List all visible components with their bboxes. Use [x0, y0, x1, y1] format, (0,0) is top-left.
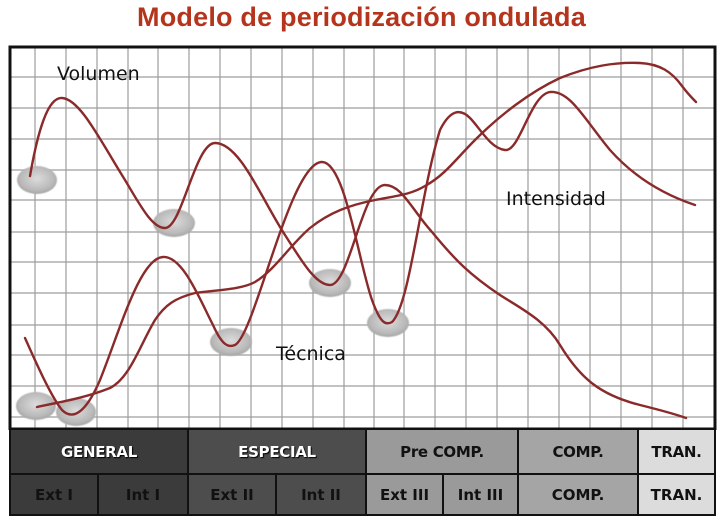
marker-dot — [16, 392, 56, 420]
curve-volumen — [28, 96, 688, 420]
phase-comp: COMP. — [519, 430, 639, 473]
phase-tran: TRAN. — [639, 430, 714, 473]
chart-title: Modelo de periodización ondulada — [137, 2, 586, 32]
phase-table: GENERAL ESPECIAL Pre COMP. COMP. TRAN. E… — [9, 428, 716, 516]
periodization-chart: Volumen Técnica Intensidad — [8, 45, 717, 430]
phase-pre-comp: Pre COMP. — [367, 430, 519, 473]
phase-especial: ESPECIAL — [189, 430, 367, 473]
phase-row-micro: Ext I Int I Ext II Int II Ext III Int II… — [11, 475, 714, 514]
subphase-int-2: Int II — [277, 475, 367, 514]
subphase-ext-1: Ext I — [11, 475, 99, 514]
label-intensidad: Intensidad — [506, 188, 606, 210]
subphase-int-3: Int III — [444, 475, 519, 514]
label-tecnica: Técnica — [275, 343, 346, 365]
grid — [10, 47, 715, 429]
curve-intensidad — [35, 61, 698, 409]
phase-general: GENERAL — [11, 430, 189, 473]
subphase-int-1: Int I — [99, 475, 189, 514]
subphase-comp: COMP. — [519, 475, 639, 514]
phase-row-macro: GENERAL ESPECIAL Pre COMP. COMP. TRAN. — [11, 430, 714, 473]
plot-area — [10, 47, 715, 429]
label-volumen: Volumen — [57, 63, 140, 85]
marker-dot — [309, 269, 351, 297]
subphase-ext-3: Ext III — [367, 475, 444, 514]
subphase-ext-2: Ext II — [189, 475, 277, 514]
curve-tecnica — [23, 90, 697, 416]
marker-dot — [153, 209, 195, 237]
subphase-tran: TRAN. — [639, 475, 714, 514]
marker-dot — [17, 166, 57, 194]
